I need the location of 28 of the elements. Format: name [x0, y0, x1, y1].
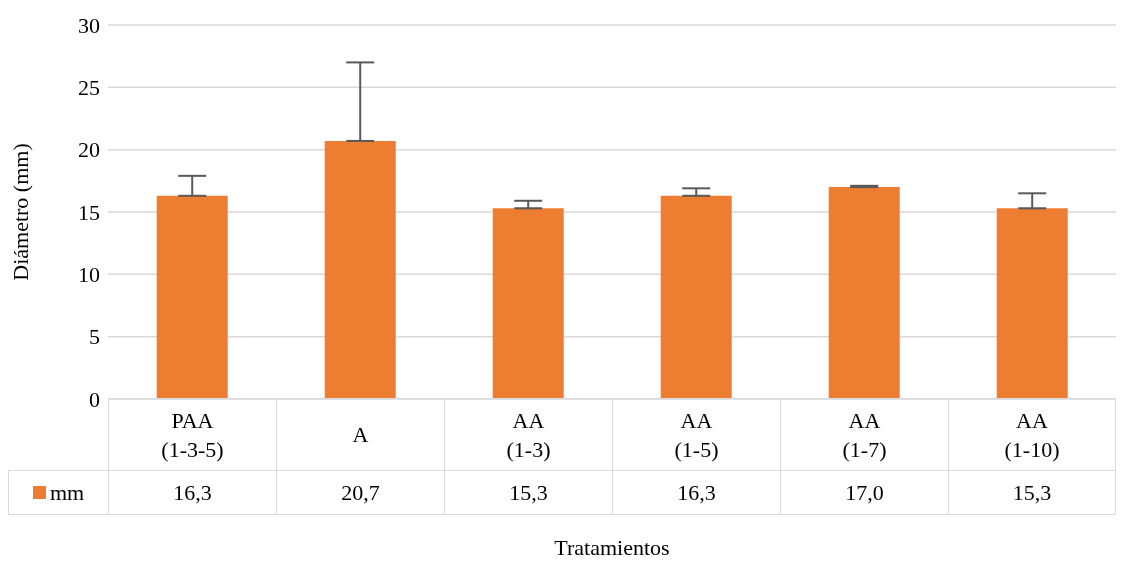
- bar: [324, 140, 396, 399]
- bar: [156, 195, 228, 399]
- y-axis-title: Diámetro (mm): [7, 143, 33, 281]
- bar: [828, 187, 900, 399]
- legend-label: mm: [49, 479, 85, 506]
- x-axis-title: Tratamientos: [553, 535, 671, 561]
- data-label: 15,3: [444, 470, 612, 515]
- data-label: 17,0: [780, 470, 948, 515]
- y-tick-label: 25: [78, 75, 100, 101]
- x-tick-label: AA (1-7): [841, 406, 888, 464]
- y-tick-label: 10: [78, 262, 100, 288]
- bar: [996, 208, 1068, 399]
- bar: [660, 195, 732, 399]
- bar: [492, 208, 564, 399]
- y-tick-label: 15: [78, 199, 100, 225]
- x-tick-label: A: [351, 421, 370, 449]
- data-label: 15,3: [948, 470, 1116, 515]
- y-tick-label: 0: [89, 386, 100, 412]
- data-label: 16,3: [612, 470, 780, 515]
- y-tick-label: 30: [78, 12, 100, 38]
- x-tick-label: AA (1-10): [1003, 406, 1061, 464]
- data-label: 16,3: [108, 470, 276, 515]
- x-tick-label: PAA (1-3-5): [160, 406, 225, 464]
- y-tick-label: 5: [89, 324, 100, 350]
- data-label: 20,7: [276, 470, 444, 515]
- x-tick-label: AA (1-5): [673, 406, 720, 464]
- x-tick-label: AA (1-3): [505, 406, 552, 464]
- y-tick-label: 20: [78, 137, 100, 163]
